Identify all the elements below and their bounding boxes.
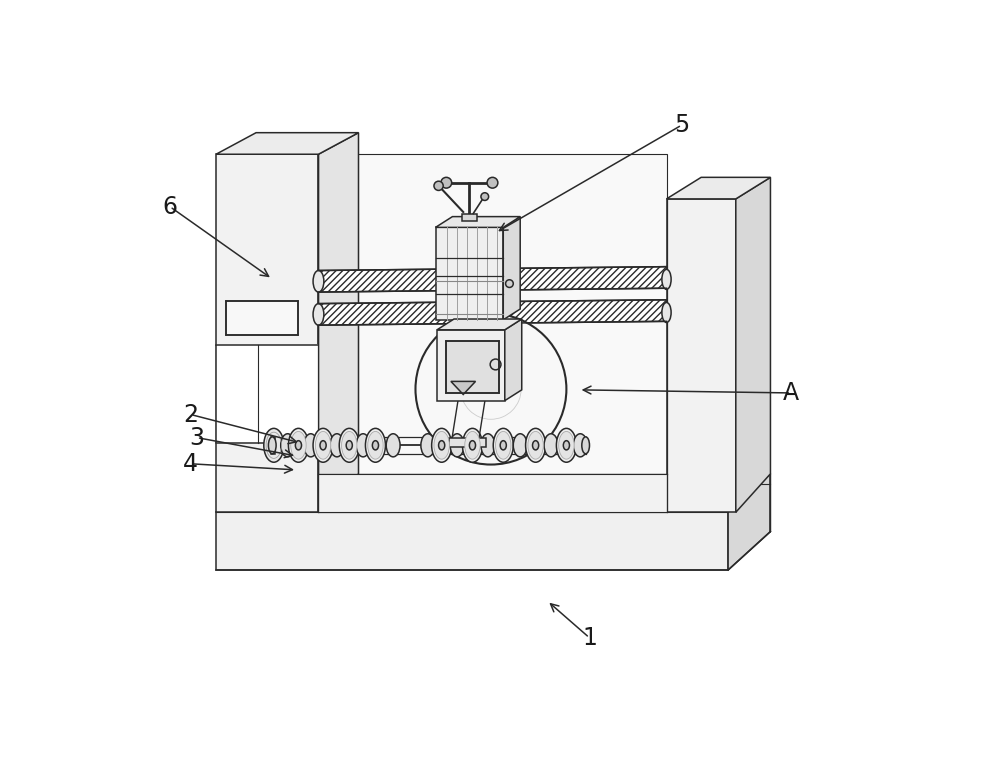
Polygon shape (666, 199, 736, 513)
Polygon shape (436, 228, 503, 320)
Polygon shape (318, 300, 666, 325)
Circle shape (415, 313, 566, 465)
Circle shape (506, 279, 513, 287)
Polygon shape (449, 438, 486, 447)
Polygon shape (505, 319, 522, 401)
Ellipse shape (563, 441, 569, 450)
Ellipse shape (556, 428, 576, 462)
Ellipse shape (386, 434, 400, 457)
Circle shape (434, 181, 443, 191)
Text: 6: 6 (162, 195, 177, 218)
Ellipse shape (268, 437, 276, 454)
Polygon shape (318, 266, 666, 292)
Ellipse shape (281, 434, 295, 457)
Polygon shape (318, 133, 358, 513)
Ellipse shape (439, 441, 445, 450)
Text: A: A (783, 381, 799, 405)
Polygon shape (446, 340, 499, 393)
Ellipse shape (434, 432, 449, 459)
Polygon shape (436, 217, 520, 228)
Ellipse shape (582, 437, 590, 454)
Ellipse shape (313, 270, 324, 292)
Polygon shape (736, 178, 770, 513)
Polygon shape (216, 513, 728, 570)
Polygon shape (437, 330, 505, 401)
Circle shape (441, 178, 452, 188)
Ellipse shape (662, 269, 671, 290)
Ellipse shape (315, 432, 331, 459)
Ellipse shape (450, 434, 464, 457)
Ellipse shape (496, 432, 511, 459)
Ellipse shape (544, 434, 558, 457)
Ellipse shape (342, 432, 357, 459)
Polygon shape (728, 474, 770, 570)
Text: 5: 5 (674, 113, 690, 137)
Ellipse shape (469, 441, 476, 450)
Polygon shape (462, 214, 477, 222)
Ellipse shape (320, 441, 326, 450)
Ellipse shape (528, 432, 543, 459)
Ellipse shape (662, 303, 671, 323)
Polygon shape (437, 319, 522, 330)
Text: 2: 2 (183, 402, 198, 426)
Ellipse shape (313, 303, 324, 325)
Polygon shape (666, 178, 770, 199)
Ellipse shape (372, 441, 379, 450)
Text: 1: 1 (582, 626, 597, 650)
Ellipse shape (356, 434, 370, 457)
Polygon shape (226, 300, 298, 335)
Ellipse shape (573, 434, 587, 457)
Ellipse shape (432, 428, 452, 462)
Ellipse shape (368, 432, 383, 459)
Polygon shape (503, 217, 520, 320)
Circle shape (481, 193, 489, 201)
Ellipse shape (313, 428, 333, 462)
Polygon shape (271, 437, 275, 454)
Ellipse shape (346, 441, 352, 450)
Ellipse shape (559, 432, 574, 459)
Polygon shape (216, 474, 770, 513)
Circle shape (487, 178, 498, 188)
Ellipse shape (291, 432, 306, 459)
Polygon shape (318, 474, 666, 513)
Ellipse shape (421, 434, 435, 457)
Ellipse shape (526, 428, 546, 462)
Circle shape (480, 378, 502, 400)
Ellipse shape (493, 428, 513, 462)
Ellipse shape (481, 434, 495, 457)
Ellipse shape (295, 441, 302, 450)
Ellipse shape (330, 434, 344, 457)
Polygon shape (216, 133, 358, 154)
Polygon shape (216, 345, 318, 443)
Ellipse shape (513, 434, 527, 457)
Text: 4: 4 (183, 452, 198, 476)
Ellipse shape (500, 441, 506, 450)
Polygon shape (318, 154, 666, 474)
Ellipse shape (465, 432, 480, 459)
Ellipse shape (264, 428, 284, 462)
Text: 3: 3 (189, 425, 204, 449)
Ellipse shape (533, 441, 539, 450)
Ellipse shape (462, 428, 482, 462)
Ellipse shape (304, 434, 318, 457)
Ellipse shape (365, 428, 385, 462)
Polygon shape (451, 381, 476, 394)
Ellipse shape (288, 428, 308, 462)
Polygon shape (216, 154, 318, 513)
Ellipse shape (339, 428, 359, 462)
